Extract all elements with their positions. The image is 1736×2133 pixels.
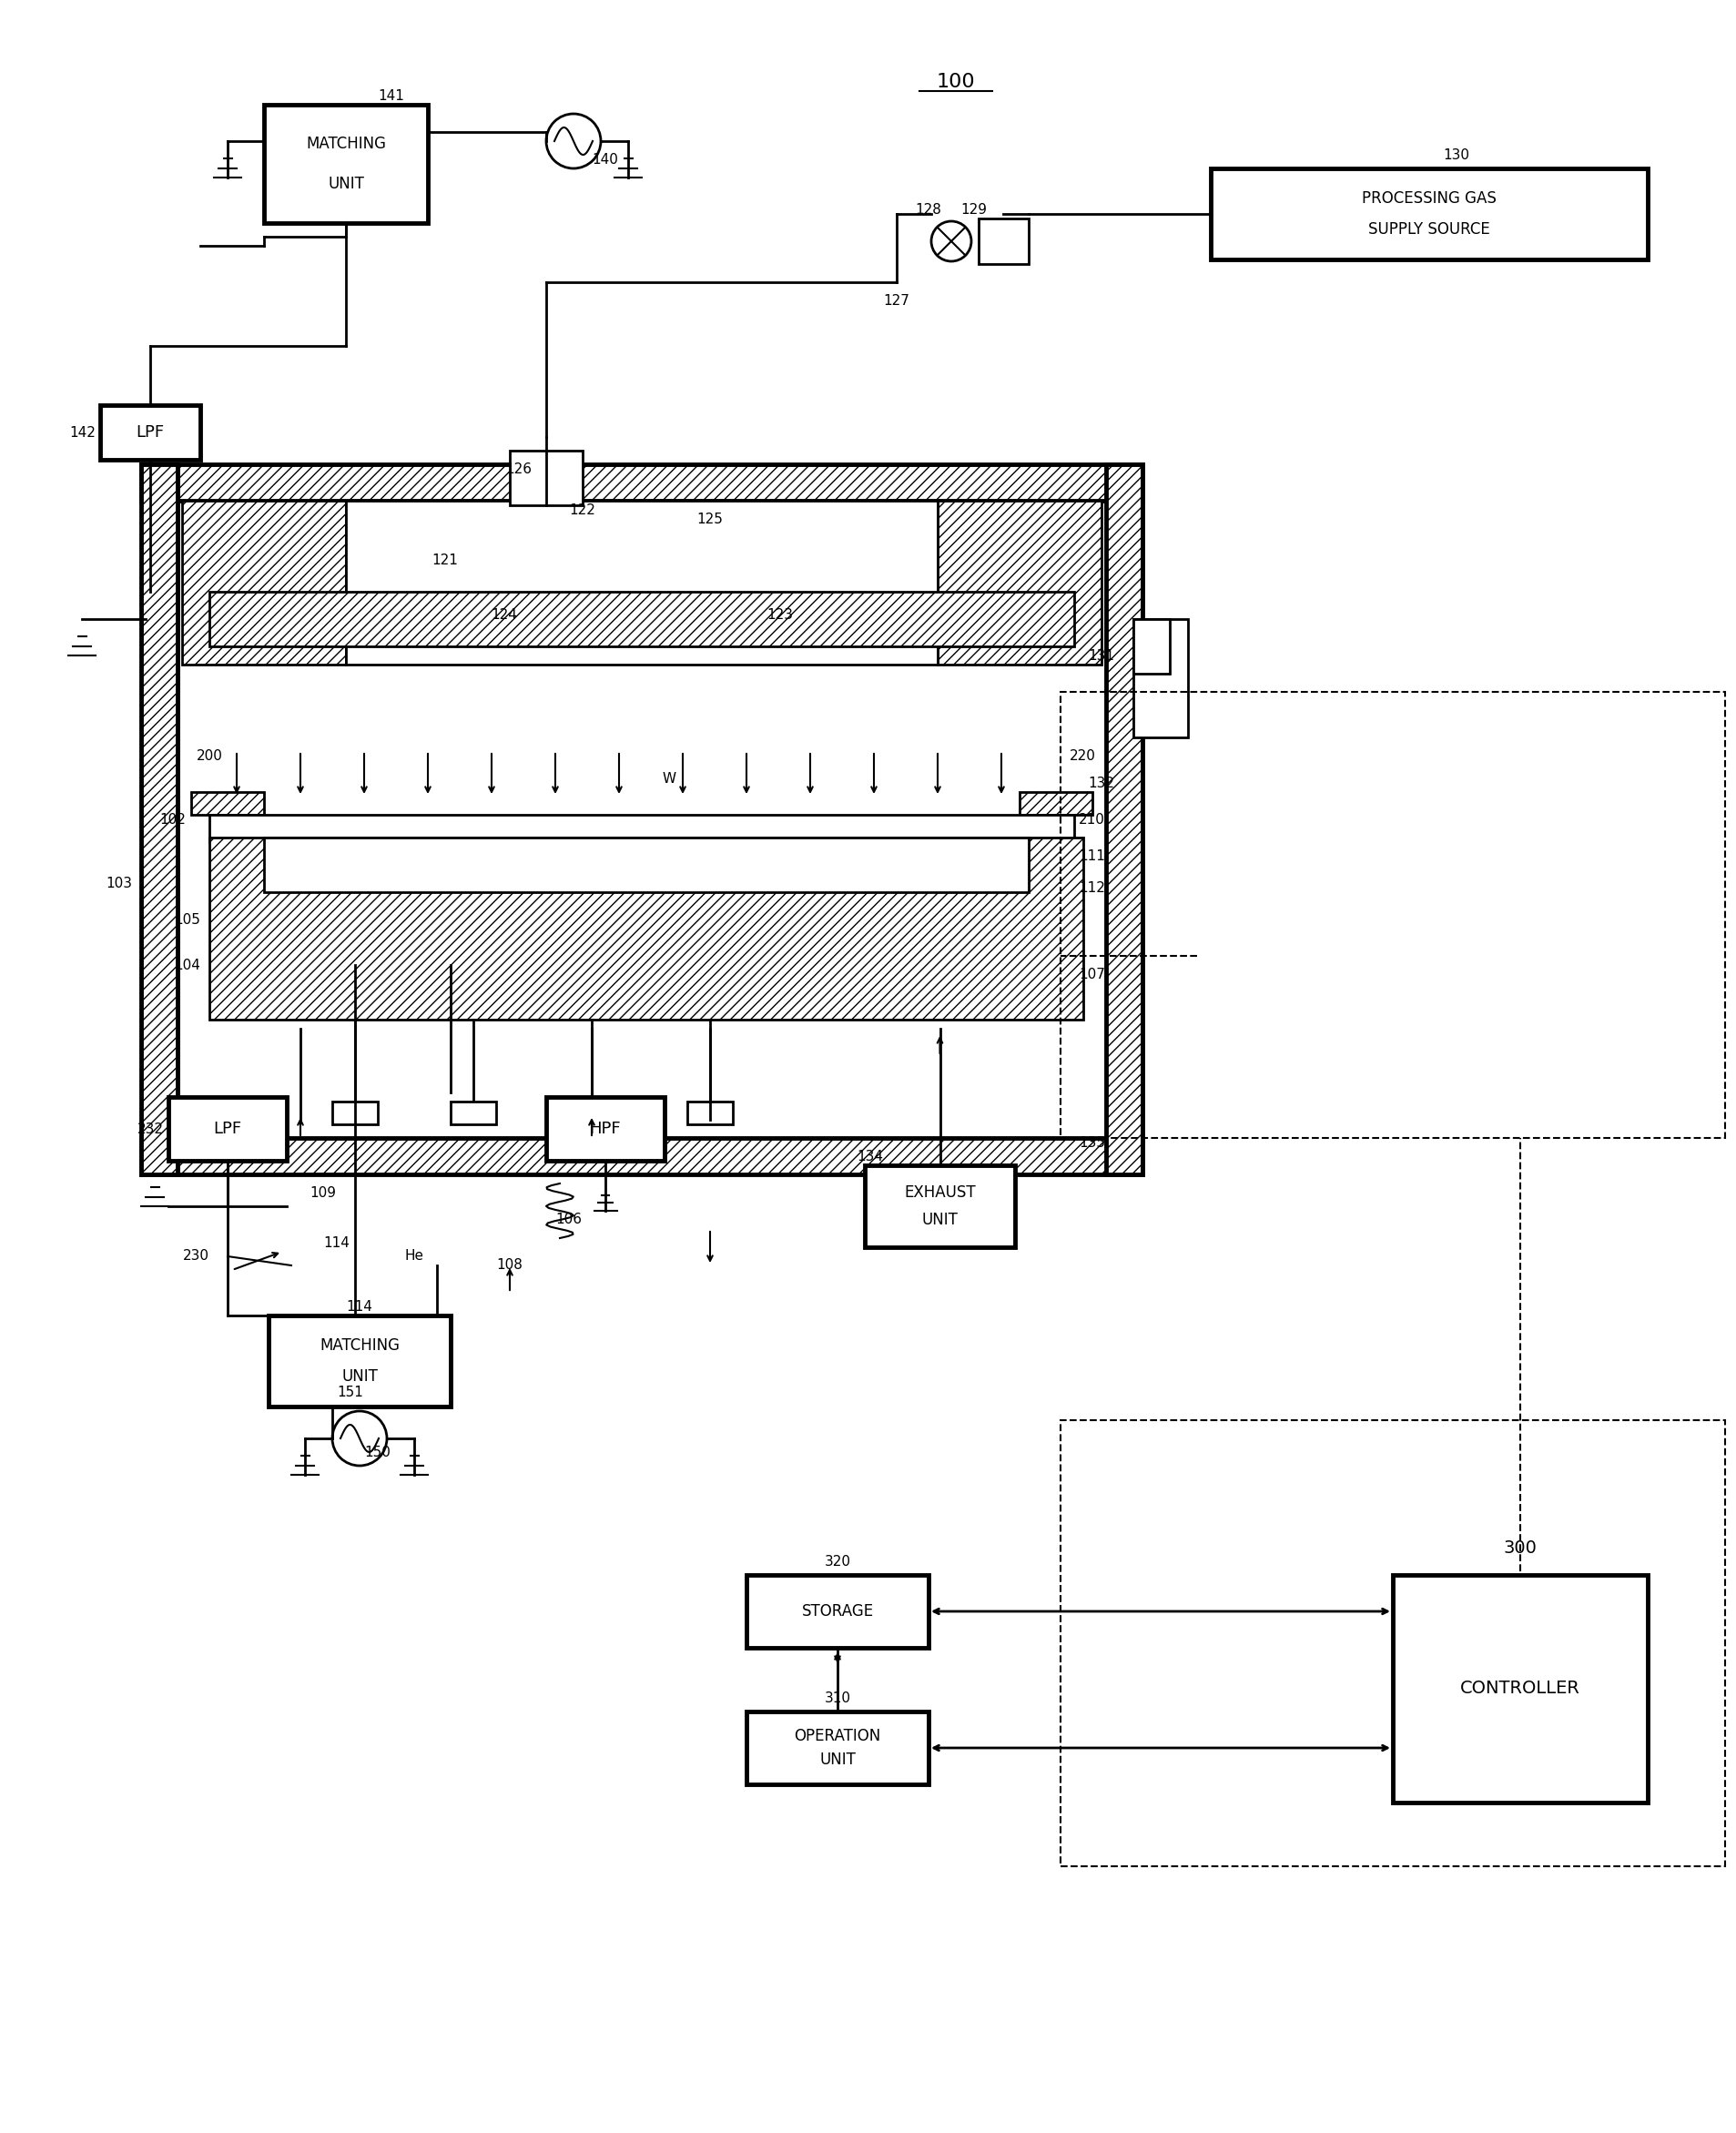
Bar (1210, 169, 1647, 260)
Bar (141, 465, 177, 1175)
Text: 126: 126 (505, 463, 533, 476)
Text: 300: 300 (1503, 1540, 1536, 1557)
Text: PROCESSING GAS: PROCESSING GAS (1363, 190, 1496, 207)
Text: UNIT: UNIT (922, 1212, 958, 1229)
Text: 114: 114 (347, 1299, 373, 1314)
Bar (547, 1096, 665, 1160)
Text: 142: 142 (69, 427, 95, 439)
Text: 104: 104 (174, 958, 200, 973)
Text: MATCHING: MATCHING (306, 137, 385, 151)
Text: 130: 130 (1443, 147, 1470, 162)
Bar (141, 1139, 1142, 1175)
Bar (746, 1711, 929, 1785)
Text: 105: 105 (174, 913, 200, 926)
Text: 320: 320 (825, 1555, 851, 1568)
Text: 141: 141 (378, 90, 404, 102)
Text: LPF: LPF (135, 424, 165, 442)
Bar (332, 1101, 378, 1124)
Bar (264, 105, 427, 224)
Text: 127: 127 (884, 294, 910, 307)
Text: 131: 131 (1088, 648, 1115, 661)
Text: 121: 121 (432, 552, 458, 567)
Text: 210: 210 (1078, 813, 1106, 825)
Bar (1019, 791, 1092, 815)
Text: 134: 134 (856, 1150, 884, 1162)
Text: 103: 103 (106, 877, 132, 889)
Bar (264, 838, 1029, 892)
Bar (191, 791, 264, 815)
Text: 310: 310 (825, 1691, 851, 1704)
Text: 106: 106 (556, 1214, 582, 1226)
Text: UNIT: UNIT (328, 175, 365, 192)
Text: W: W (661, 772, 675, 785)
Bar (210, 838, 1083, 1020)
Text: 108: 108 (496, 1258, 523, 1271)
Text: 150: 150 (365, 1446, 391, 1459)
Text: 151: 151 (337, 1386, 363, 1399)
Text: 129: 129 (960, 203, 988, 215)
Text: 107: 107 (1078, 966, 1106, 981)
Text: LPF: LPF (214, 1120, 241, 1137)
Text: CONTROLLER: CONTROLLER (1460, 1681, 1580, 1698)
Bar (141, 465, 1142, 501)
Text: OPERATION: OPERATION (793, 1728, 880, 1745)
Bar (865, 1165, 1016, 1248)
Bar (510, 450, 583, 506)
Bar (1134, 619, 1187, 738)
Bar (269, 1316, 451, 1406)
Text: 111: 111 (1078, 849, 1106, 862)
Text: 232: 232 (137, 1122, 163, 1135)
Text: UNIT: UNIT (819, 1751, 856, 1768)
Text: 102: 102 (160, 813, 186, 825)
Bar (569, 1101, 615, 1124)
Bar (168, 1096, 286, 1160)
Text: 114: 114 (323, 1235, 351, 1250)
Text: 122: 122 (569, 503, 595, 516)
Text: SUPPLY SOURCE: SUPPLY SOURCE (1368, 222, 1489, 237)
Text: 128: 128 (915, 203, 941, 215)
Bar (1134, 619, 1170, 674)
Bar (345, 501, 937, 665)
Bar (210, 591, 1075, 646)
Text: UNIT: UNIT (342, 1367, 378, 1384)
Text: HPF: HPF (590, 1120, 621, 1137)
Bar (1061, 1421, 1726, 1866)
Bar (1061, 691, 1726, 1139)
Bar (979, 218, 1029, 264)
Bar (687, 1101, 733, 1124)
Bar (1392, 1574, 1647, 1802)
Bar (182, 501, 345, 665)
Text: 220: 220 (1069, 749, 1095, 761)
Text: 140: 140 (592, 151, 618, 166)
Bar (101, 405, 200, 461)
Text: 109: 109 (311, 1186, 337, 1199)
Text: He: He (404, 1250, 424, 1263)
Text: 124: 124 (491, 608, 517, 621)
Text: 230: 230 (182, 1250, 210, 1263)
Text: MATCHING: MATCHING (319, 1337, 399, 1354)
Bar (1106, 465, 1142, 1175)
Text: STORAGE: STORAGE (802, 1604, 873, 1619)
Text: 200: 200 (196, 749, 222, 761)
Bar (451, 1101, 496, 1124)
Text: 100: 100 (936, 73, 976, 92)
Bar (937, 501, 1102, 665)
Text: 132: 132 (1088, 776, 1115, 789)
Text: EXHAUST: EXHAUST (904, 1184, 976, 1201)
Bar (210, 815, 1075, 843)
Text: 125: 125 (696, 512, 724, 525)
Text: 112: 112 (1078, 881, 1106, 894)
Text: 123: 123 (767, 608, 793, 621)
Bar (746, 1574, 929, 1649)
Text: 135: 135 (1078, 1135, 1106, 1150)
